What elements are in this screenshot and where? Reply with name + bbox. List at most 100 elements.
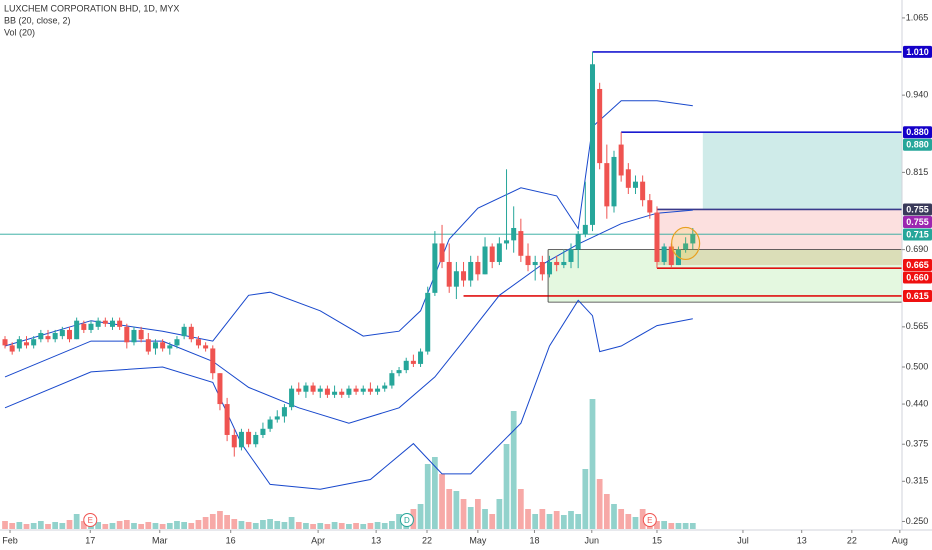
volume-bar [618, 509, 625, 529]
volume-bar [603, 494, 610, 529]
price-tag [903, 289, 932, 302]
candle-body [611, 156, 617, 207]
candle-body [52, 333, 58, 340]
candle-body [217, 373, 223, 405]
event-marker [399, 513, 414, 527]
candle-body [690, 234, 696, 244]
price-tag-label: 0.880 [906, 140, 929, 150]
candle-body [339, 391, 345, 395]
indicator-label: BB (20, close, 2) [4, 15, 71, 25]
drawings [0, 51, 902, 303]
volume-bar [338, 523, 345, 529]
volume-bar [525, 509, 531, 529]
volume-bar [460, 499, 467, 529]
position-zone [656, 249, 902, 266]
candle-body [418, 351, 424, 364]
candle-body [81, 323, 87, 330]
volume-bar [661, 521, 668, 529]
candle-body [453, 271, 459, 287]
volume-bar [295, 522, 302, 529]
candle-body [661, 246, 667, 262]
candle-body [597, 88, 603, 164]
volume-bar [73, 514, 80, 529]
candle-body [532, 261, 538, 266]
volume-bar [310, 524, 316, 529]
x-tick-label: 16 [226, 535, 236, 545]
volume-bar [281, 522, 288, 529]
candle-body [475, 261, 481, 275]
candle-body [253, 434, 259, 445]
volume-bar [360, 524, 367, 529]
candle-body [410, 360, 416, 364]
volume-bar [424, 464, 431, 529]
x-tick-label: 22 [847, 535, 857, 545]
bollinger-lower [4, 299, 693, 490]
x-tick-label: 13 [371, 535, 381, 545]
candle-body [461, 271, 467, 281]
candle-body [382, 385, 388, 389]
y-tick-label: 0.940 [906, 90, 929, 100]
candle-body [482, 246, 488, 275]
volume-bar [539, 509, 546, 529]
candle-body [439, 243, 445, 262]
volume-bar [381, 523, 388, 529]
candle-body [396, 370, 402, 374]
candle-body [525, 255, 531, 266]
volume-bar [654, 521, 660, 529]
candle-body [640, 181, 646, 201]
volume-bar [303, 523, 309, 529]
volume-bar [109, 523, 116, 529]
volume-bar [568, 511, 574, 529]
candle-body [2, 339, 8, 346]
candle-body [38, 333, 44, 340]
candle-body [324, 388, 330, 395]
bollinger-basis [4, 209, 693, 424]
volume-bar [131, 523, 137, 529]
position-zone [548, 249, 902, 303]
volume-bar [188, 523, 195, 529]
volume-bar [353, 523, 359, 529]
volume-bar [66, 520, 73, 529]
volume-bar [475, 499, 481, 529]
candle-body [59, 329, 65, 337]
volume-bar [116, 521, 123, 529]
candle-body [231, 434, 237, 448]
volume-bar [95, 522, 102, 529]
volume-bar [195, 520, 202, 529]
volume-bar [80, 521, 87, 529]
volume-bar [374, 522, 381, 529]
candle-body [575, 234, 581, 250]
candle-body [425, 292, 431, 352]
candle-body [289, 388, 295, 408]
y-tick-label: 0.690 [906, 244, 929, 254]
volume-bar [675, 523, 682, 529]
candle-body [31, 339, 37, 346]
volume-bar [553, 511, 560, 529]
volume-bar [245, 522, 252, 529]
candle-body [131, 329, 137, 343]
candle-body [74, 320, 80, 340]
price-tag [903, 45, 932, 58]
candle-body [274, 416, 280, 420]
price-tag-label: 0.755 [906, 217, 929, 227]
volume-bar [9, 523, 16, 529]
candle-body [332, 391, 338, 395]
y-tick-label: 0.440 [906, 398, 929, 408]
volume-bar [138, 524, 145, 529]
volume-bar [668, 523, 675, 529]
candle-body [625, 169, 631, 188]
volume-bar [102, 524, 109, 529]
y-tick-label: 0.375 [906, 439, 929, 449]
volume-bar [517, 489, 524, 529]
price-tag [903, 271, 932, 284]
x-tick-label: Feb [2, 535, 18, 545]
volume-bar [589, 399, 596, 529]
volume-bar [30, 523, 37, 529]
candle-body [468, 261, 474, 281]
y-tick-label: 0.815 [906, 167, 929, 177]
candle-body [174, 339, 180, 346]
candle-body [317, 388, 323, 392]
y-tick-label: 0.500 [906, 361, 929, 371]
candle-body [310, 385, 316, 392]
